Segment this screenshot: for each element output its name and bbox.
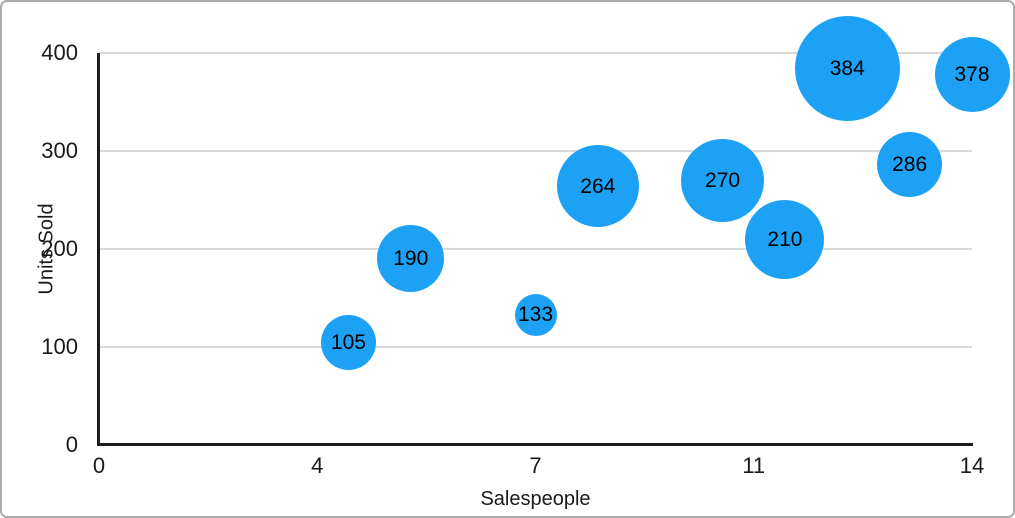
bubble: 270 (681, 138, 765, 222)
bubble-value-label: 210 (767, 227, 803, 251)
bubble: 264 (556, 145, 639, 228)
bubble: 105 (320, 314, 376, 370)
bubble: 384 (794, 16, 900, 122)
bubble: 210 (745, 199, 825, 279)
y-tick-label: 100 (41, 334, 78, 359)
x-tick-label: 4 (311, 453, 324, 478)
bubble: 190 (377, 225, 445, 293)
bubble: 286 (877, 132, 943, 198)
bubble: 133 (514, 293, 557, 336)
y-tick-label: 400 (41, 40, 78, 65)
x-tick-label: 14 (959, 453, 985, 478)
gridline-y300 (99, 150, 972, 152)
bubble-value-label: 378 (954, 63, 990, 87)
y-tick-label: 200 (41, 236, 78, 261)
bubble-value-label: 270 (705, 168, 741, 192)
bubble-value-label: 133 (517, 303, 554, 327)
gridline-y100 (99, 346, 972, 348)
x-axis-line (97, 443, 973, 446)
x-tick-label: 0 (92, 453, 106, 478)
gridline-y200 (99, 248, 972, 250)
y-axis-title: Units Sold (35, 203, 58, 295)
x-tick-label: 11 (742, 453, 766, 478)
bubble-value-label: 105 (330, 330, 366, 354)
gridline-y400 (99, 52, 972, 54)
bubble-value-label: 384 (829, 57, 865, 81)
bubble-value-label: 190 (393, 247, 429, 271)
bubble: 378 (934, 37, 1010, 113)
x-tick-label: 7 (529, 453, 542, 478)
y-tick-label: 0 (65, 432, 78, 457)
bubble-value-label: 264 (580, 174, 616, 198)
x-axis-title: Salespeople (480, 488, 591, 510)
y-axis-line (97, 53, 100, 445)
bubble-value-label: 286 (892, 153, 928, 177)
y-tick-label: 300 (41, 138, 78, 163)
